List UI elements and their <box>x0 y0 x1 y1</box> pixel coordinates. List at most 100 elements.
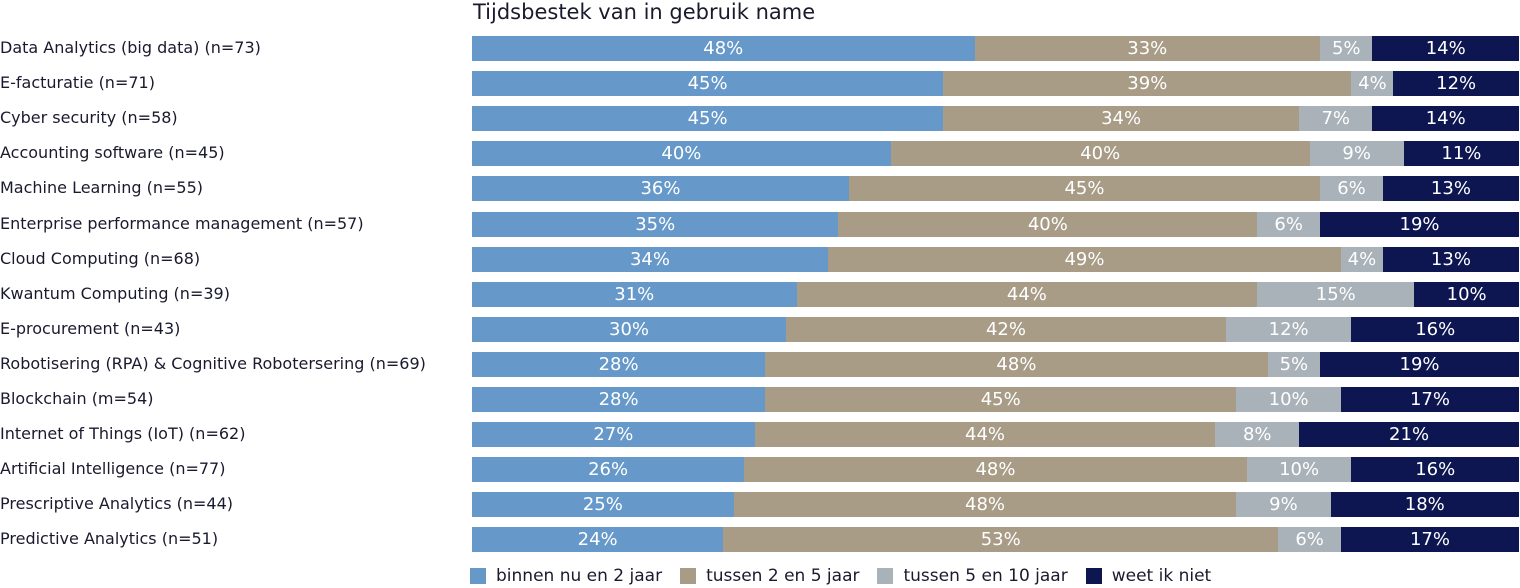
bar-segment: 24% <box>472 527 724 553</box>
bar-segment: 13% <box>1382 176 1519 202</box>
legend-label: tussen 5 en 10 jaar <box>903 566 1068 586</box>
legend-label: binnen nu en 2 jaar <box>496 566 663 586</box>
bar-segment: 27% <box>472 422 755 448</box>
bar-segment: 45% <box>472 71 944 97</box>
category-label: E-facturatie (n=71) <box>0 73 155 93</box>
bar-row: 36% 45% 6% 13% <box>472 176 1519 202</box>
bar-segment: 25% <box>472 492 734 518</box>
bar-segment: 48% <box>744 457 1247 483</box>
bar-segment: 36% <box>472 176 849 202</box>
bar-segment: 16% <box>1351 316 1519 342</box>
bar-row: 45% 34% 7% 14% <box>472 106 1519 132</box>
bar-segment: 40% <box>472 141 891 167</box>
bar-row: 26% 48% 10% 16% <box>472 457 1519 483</box>
legend-swatch <box>1085 568 1102 584</box>
category-label: Enterprise performance management (n=57) <box>0 213 364 233</box>
category-label: Cloud Computing (n=68) <box>0 248 201 268</box>
bar-segment: 40% <box>890 141 1310 167</box>
bar-segment: 31% <box>472 281 797 307</box>
category-label: Prescriptive Analytics (n=44) <box>0 494 233 514</box>
bar-segment: 45% <box>848 176 1321 202</box>
bar-segment: 6% <box>1257 211 1321 237</box>
bar-segment: 13% <box>1382 246 1519 272</box>
legend-label: tussen 2 en 5 jaar <box>706 566 860 586</box>
bar-row: 28% 48% 5% 19% <box>472 351 1519 377</box>
bar-row: 35% 40% 6% 19% <box>472 211 1519 237</box>
bar-segment: 34% <box>472 246 828 272</box>
category-label: Robotisering (RPA) & Cognitive Roboterse… <box>0 353 426 373</box>
bar-row: 45% 39% 4% 12% <box>472 71 1519 97</box>
chart-title: Tijdsbestek van in gebruik name <box>473 0 816 24</box>
bar-row: 31% 44% 15% 10% <box>472 281 1519 307</box>
bar-segment: 28% <box>472 387 766 412</box>
bar-segment: 9% <box>1236 492 1331 518</box>
category-label: Accounting software (n=45) <box>0 143 225 163</box>
bar-segment: 4% <box>1351 71 1394 97</box>
bar-segment: 14% <box>1372 106 1519 132</box>
bar-segment: 33% <box>974 36 1321 61</box>
bar-segment: 16% <box>1351 457 1519 483</box>
category-label: Data Analytics (big data) (n=73) <box>0 38 261 57</box>
category-label: Predictive Analytics (n=51) <box>0 529 219 549</box>
bar-segment: 28% <box>472 351 766 377</box>
bar-segment: 5% <box>1267 351 1321 377</box>
bar-segment: 6% <box>1320 176 1383 202</box>
bar-segment: 48% <box>733 492 1237 518</box>
legend-item: binnen nu en 2 jaar <box>470 566 662 586</box>
category-label: Kwantum Computing (n=39) <box>0 283 230 303</box>
category-label: Cyber security (n=58) <box>0 108 178 128</box>
bar-row: 28% 45% 10% 17% <box>472 387 1519 412</box>
bar-segment: 48% <box>472 36 975 61</box>
bar-segment: 10% <box>1236 387 1341 412</box>
bar-segment: 30% <box>472 316 787 342</box>
bar-segment: 44% <box>754 422 1216 448</box>
bar-segment: 5% <box>1320 36 1373 61</box>
bar-segment: 18% <box>1330 492 1519 518</box>
legend-item: tussen 5 en 10 jaar <box>877 566 1068 586</box>
legend-swatch <box>470 568 486 584</box>
bar-row: 40% 40% 9% 11% <box>472 141 1519 167</box>
bar-segment: 19% <box>1320 211 1519 237</box>
bar-row: 25% 48% 9% 18% <box>472 492 1519 518</box>
bar-segment: 10% <box>1414 281 1519 307</box>
bar-segment: 48% <box>765 351 1268 377</box>
bar-segment: 44% <box>796 281 1258 307</box>
bar-segment: 7% <box>1299 106 1373 132</box>
legend-label: weet ik niet <box>1111 566 1212 586</box>
bar-segment: 21% <box>1299 422 1519 448</box>
bar-segment: 34% <box>943 106 1300 132</box>
bar-segment: 12% <box>1393 71 1519 97</box>
legend-swatch <box>877 568 894 584</box>
bar-segment: 6% <box>1278 527 1341 553</box>
bar-segment: 14% <box>1372 36 1519 61</box>
bar-row: 24% 53% 6% 17% <box>472 527 1519 553</box>
bar-row: 34% 49% 4% 13% <box>472 246 1519 272</box>
category-label: Internet of Things (IoT) (n=62) <box>0 424 246 444</box>
bar-segment: 12% <box>1225 316 1352 342</box>
bar-segment: 45% <box>765 387 1237 412</box>
bar-segment: 17% <box>1341 527 1519 553</box>
bar-segment: 49% <box>827 246 1341 272</box>
bar-segment: 11% <box>1403 141 1519 167</box>
bar-segment: 35% <box>472 211 839 237</box>
bar-segment: 45% <box>472 106 944 132</box>
legend-item: weet ik niet <box>1085 566 1212 586</box>
bar-segment: 9% <box>1309 141 1404 167</box>
bar-segment: 39% <box>943 71 1352 97</box>
bar-segment: 4% <box>1341 246 1383 272</box>
legend: binnen nu en 2 jaar tussen 2 en 5 jaar tus… <box>470 566 1229 586</box>
category-label: Blockchain (m=54) <box>0 389 154 408</box>
category-label: E-procurement (n=43) <box>0 318 181 338</box>
bar-segment: 8% <box>1215 422 1300 448</box>
bar-row: 27% 44% 8% 21% <box>472 422 1519 448</box>
legend-swatch <box>680 568 697 584</box>
bar-segment: 10% <box>1246 457 1352 483</box>
bar-segment: 17% <box>1341 387 1519 412</box>
bar-segment: 53% <box>723 527 1279 553</box>
bar-segment: 15% <box>1257 281 1415 307</box>
bar-segment: 19% <box>1320 351 1519 377</box>
category-label: Machine Learning (n=55) <box>0 178 203 198</box>
bar-row: 48% 33% 5% 14% <box>472 36 1519 61</box>
bar-segment: 26% <box>472 457 745 483</box>
category-label: Artificial Intelligence (n=77) <box>0 459 226 479</box>
